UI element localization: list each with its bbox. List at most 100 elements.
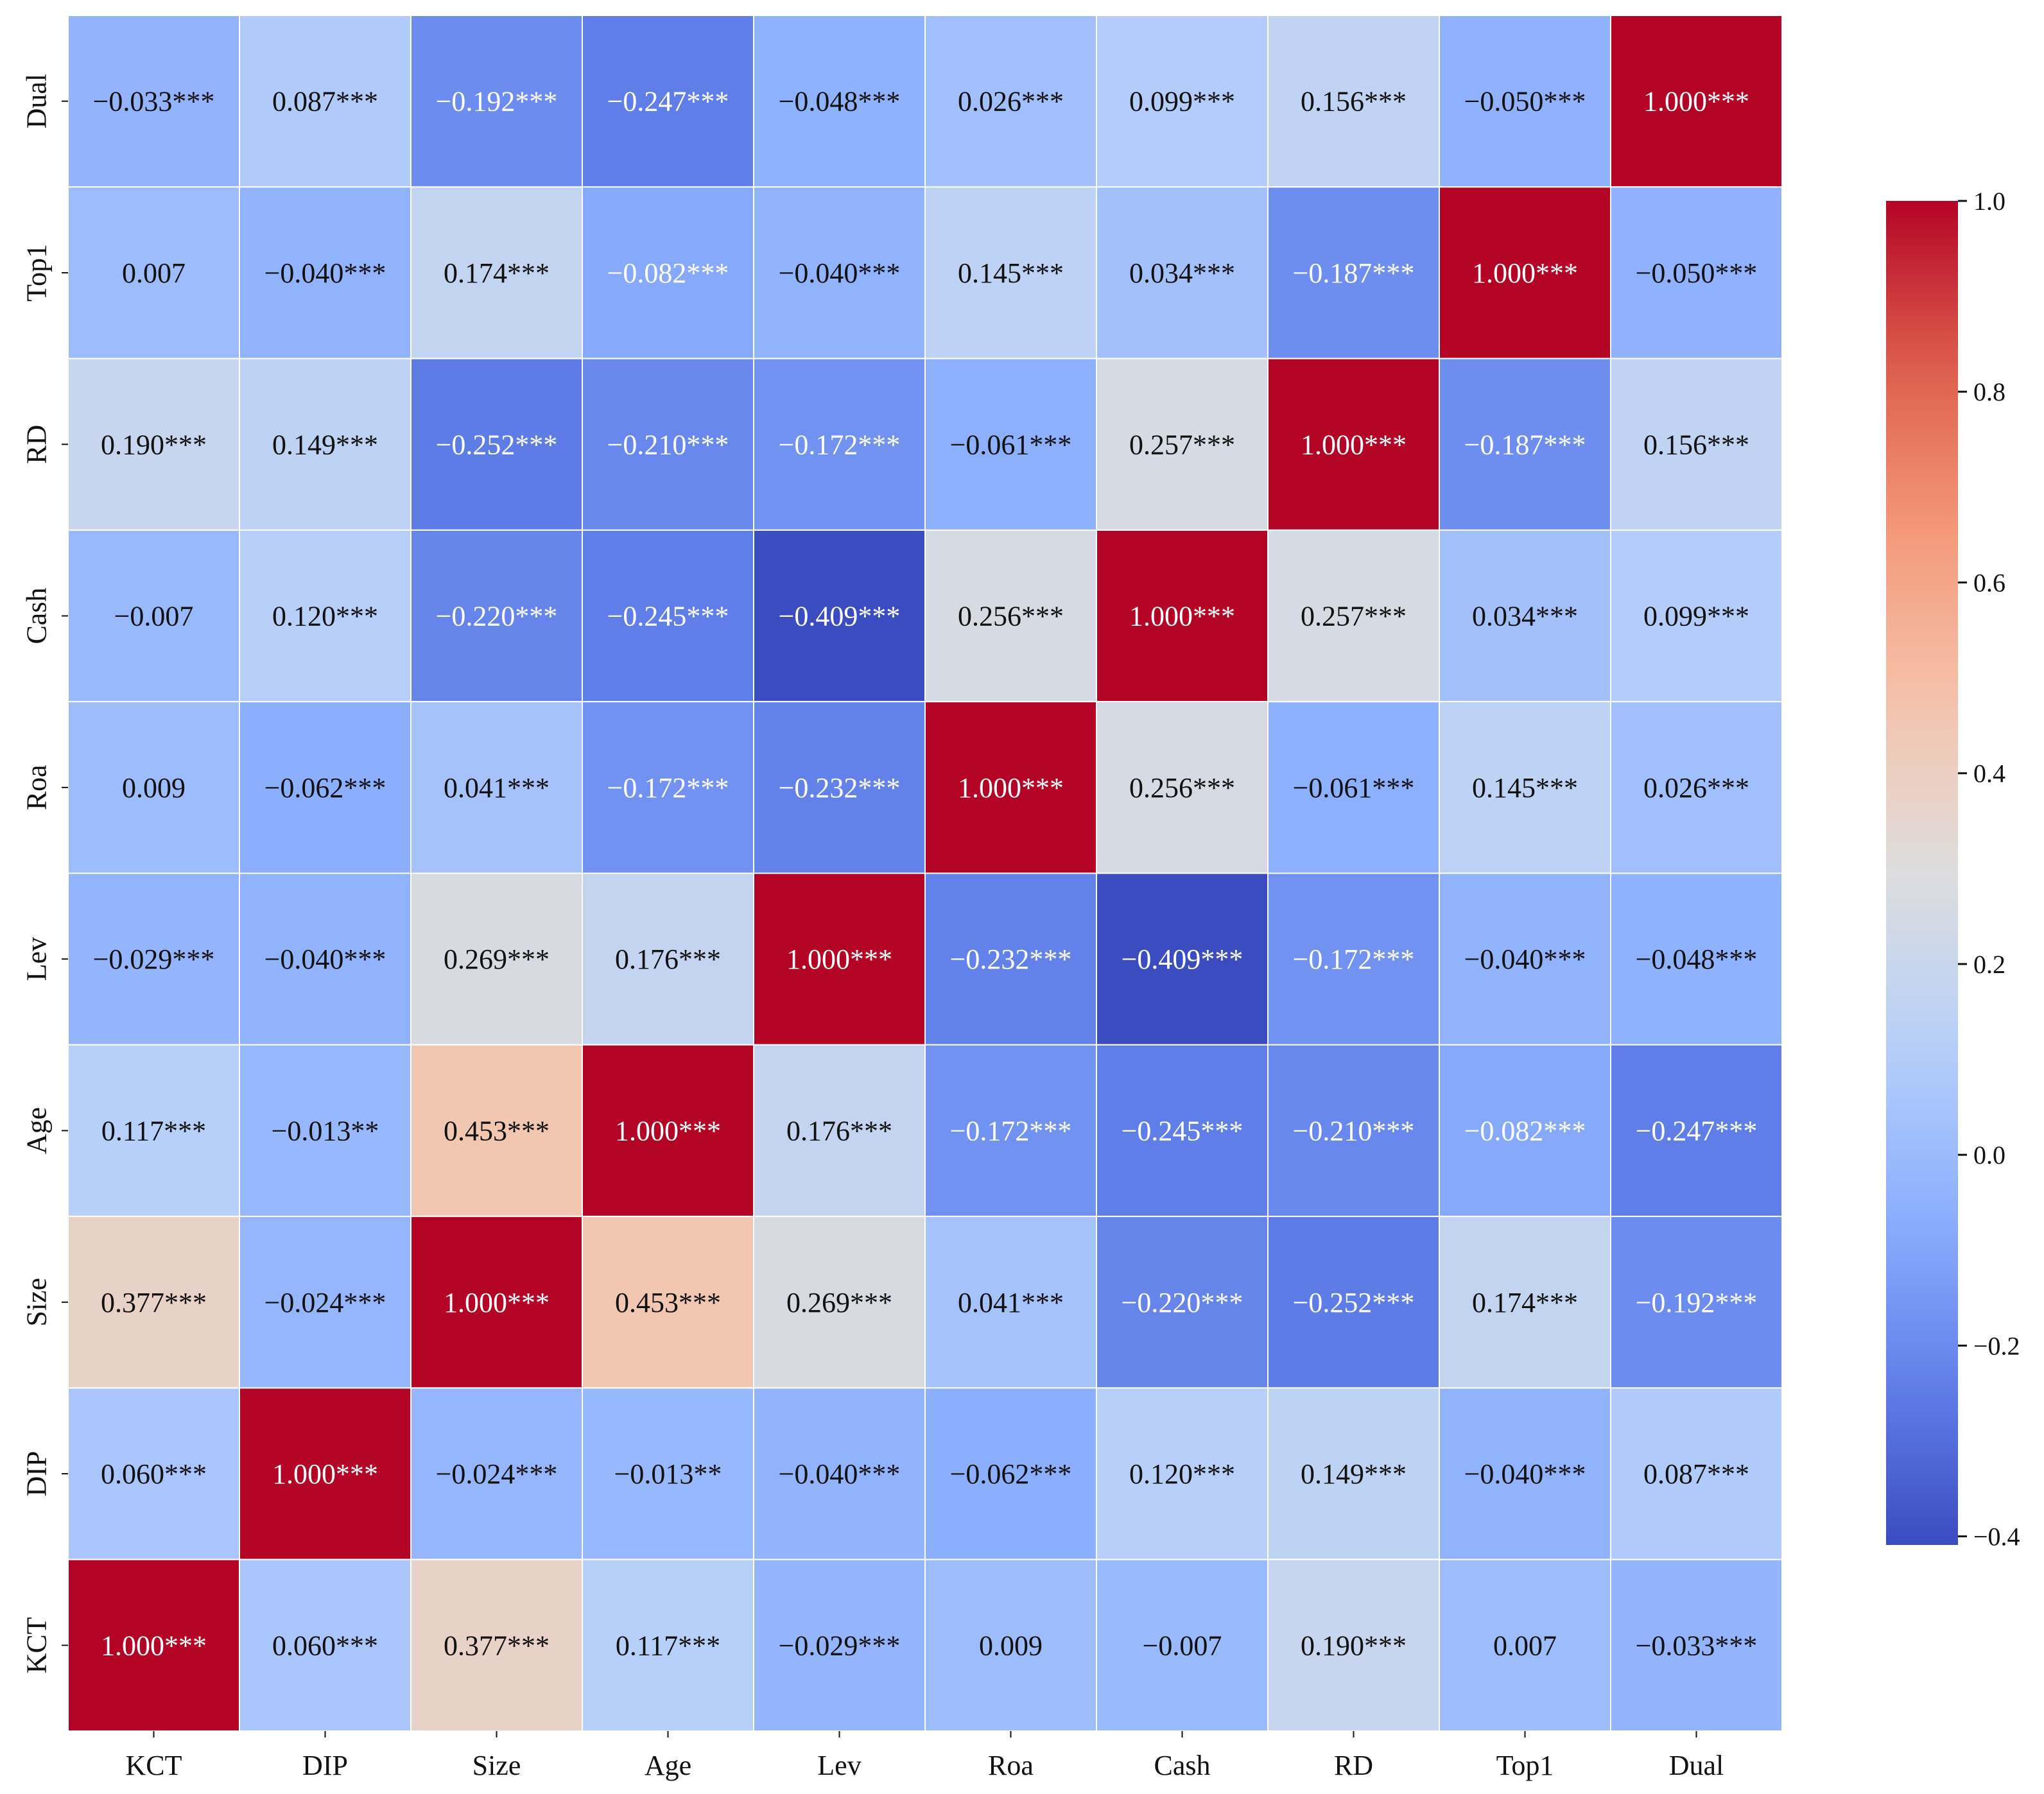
x-tick-label-Roa: Roa [988, 1750, 1034, 1781]
cell-label-Age-Dual: −0.247*** [1636, 1115, 1758, 1146]
cell-label-Size-Size: 1.000*** [444, 1287, 550, 1318]
heatmap-cell-RD-Cash [1096, 358, 1269, 531]
cell-label-Lev-Age: 0.176*** [615, 944, 721, 975]
heatmap-cell-DIP-Cash [1096, 1387, 1269, 1560]
heatmap-cell-Age-Cash [1096, 1044, 1269, 1218]
heatmap-cell-Dual-Dual [1610, 15, 1783, 188]
cell-label-Dual-RD: 0.156*** [1301, 86, 1407, 117]
colorbar-tick-label: 1.0 [1973, 187, 2005, 216]
heatmap-cell-Size-RD [1267, 1216, 1440, 1389]
heatmap-cell-Age-KCT [67, 1044, 240, 1218]
cell-label-RD-Lev: −0.172*** [779, 429, 901, 460]
heatmap-cell-Age-Roa [924, 1044, 1097, 1218]
cell-label-Cash-Lev: −0.409*** [779, 601, 901, 632]
y-tick-label-Age: Age [21, 1107, 52, 1154]
cell-label-Age-RD: −0.210*** [1293, 1115, 1415, 1146]
heatmap-cell-KCT-Dual [1610, 1558, 1783, 1732]
cell-label-RD-KCT: 0.190*** [101, 429, 207, 460]
heatmap-cell-DIP-Dual [1610, 1387, 1783, 1560]
cell-label-Roa-KCT: 0.009 [122, 772, 186, 804]
y-tick-label-Top1: Top1 [21, 244, 52, 302]
cell-label-Top1-Dual: −0.050*** [1636, 257, 1758, 289]
heatmap-cell-Size-KCT [67, 1216, 240, 1389]
heatmap-cell-Roa-Roa [924, 701, 1097, 874]
y-tick-label-RD: RD [21, 425, 52, 464]
cell-label-RD-Top1: −0.187*** [1464, 429, 1586, 460]
heatmap-cell-Roa-Cash [1096, 701, 1269, 874]
cell-label-Lev-Top1: −0.040*** [1464, 944, 1586, 975]
cell-label-Size-Age: 0.453*** [615, 1287, 721, 1318]
colorbar-tick-label: 0.0 [1973, 1141, 2005, 1169]
heatmap-cell-Cash-Dual [1610, 529, 1783, 703]
heatmap-cell-DIP-RD [1267, 1387, 1440, 1560]
heatmap-cell-Dual-Lev [753, 15, 926, 188]
cell-label-KCT-Dual: −0.033*** [1636, 1630, 1758, 1661]
heatmap-cell-Dual-DIP [239, 15, 411, 188]
cell-label-Lev-Lev: 1.000*** [786, 944, 892, 975]
heatmap-cell-DIP-Top1 [1439, 1387, 1611, 1560]
cell-label-Size-Cash: −0.220*** [1122, 1287, 1243, 1318]
x-axis-tick-labels: KCT DIP Size Age Lev Roa Cash RD Top1 Dual [126, 1731, 1724, 1781]
heatmap-cell-Top1-Cash [1096, 186, 1269, 359]
cell-label-DIP-Lev: −0.040*** [779, 1458, 901, 1490]
heatmap-cell-RD-Size [410, 358, 583, 531]
heatmap-cell-RD-Dual [1610, 358, 1783, 531]
cell-label-Dual-Top1: −0.050*** [1464, 86, 1586, 117]
heatmap-cell-Dual-RD [1267, 15, 1440, 188]
cell-label-Size-KCT: 0.377*** [101, 1287, 207, 1318]
heatmap-cell-KCT-DIP [239, 1558, 411, 1732]
cell-label-Cash-Age: −0.245*** [607, 601, 729, 632]
heatmap-cell-Lev-Lev [753, 872, 926, 1046]
heatmap-cell-DIP-Roa [924, 1387, 1097, 1560]
cell-label-Top1-DIP: −0.040*** [264, 257, 386, 289]
heatmap-cell-Cash-RD [1267, 529, 1440, 703]
cell-label-Roa-RD: −0.061*** [1293, 772, 1415, 804]
cell-label-KCT-Lev: −0.029*** [779, 1630, 901, 1661]
heatmap-cell-Dual-Roa [924, 15, 1097, 188]
cell-label-Top1-Lev: −0.040*** [779, 257, 901, 289]
heatmap-cell-Size-Lev [753, 1216, 926, 1389]
cell-label-KCT-Top1: 0.007 [1493, 1630, 1557, 1661]
heatmap-cell-Top1-Age [582, 186, 754, 359]
heatmap-cell-KCT-Top1 [1439, 1558, 1611, 1732]
heatmap-cell-Lev-Size [410, 872, 583, 1046]
heatmap-cell-DIP-Lev [753, 1387, 926, 1560]
cell-label-Lev-KCT: −0.029*** [93, 944, 215, 975]
cell-label-Roa-Dual: 0.026*** [1643, 772, 1749, 804]
cell-label-KCT-DIP: 0.060*** [272, 1630, 378, 1661]
x-tick-label-DIP: DIP [302, 1750, 348, 1781]
heatmap-cell-Lev-Top1 [1439, 872, 1611, 1046]
heatmap-cell-Cash-Lev [753, 529, 926, 703]
heatmap-cell-Roa-Lev [753, 701, 926, 874]
cell-label-Cash-Top1: 0.034*** [1472, 601, 1578, 632]
heatmap-cell-Age-RD [1267, 1044, 1440, 1218]
cell-label-Size-Dual: −0.192*** [1636, 1287, 1758, 1318]
cell-label-Top1-Top1: 1.000*** [1472, 257, 1578, 289]
cell-label-Size-Top1: 0.174*** [1472, 1287, 1578, 1318]
heatmap-cell-RD-KCT [67, 358, 240, 531]
heatmap-cell-DIP-DIP [239, 1387, 411, 1560]
cell-label-Age-Cash: −0.245*** [1122, 1115, 1243, 1146]
cell-label-Dual-Lev: −0.048*** [779, 86, 901, 117]
y-tick-label-Dual: Dual [21, 74, 52, 129]
cell-label-Roa-DIP: −0.062*** [264, 772, 386, 804]
cell-label-Top1-Size: 0.174*** [444, 257, 550, 289]
cell-label-Dual-Roa: 0.026*** [958, 86, 1064, 117]
cell-label-RD-Dual: 0.156*** [1643, 429, 1749, 460]
cell-label-DIP-KCT: 0.060*** [101, 1458, 207, 1490]
colorbar-tick-label: −0.2 [1973, 1331, 2020, 1360]
colorbar-tick-label: 0.2 [1973, 950, 2005, 979]
cell-label-Roa-Size: 0.041*** [444, 772, 550, 804]
cell-label-Size-Lev: 0.269*** [786, 1287, 892, 1318]
cell-label-Roa-Age: −0.172*** [607, 772, 729, 804]
colorbar-tick-label: −0.4 [1973, 1522, 2020, 1551]
cell-label-Roa-Top1: 0.145*** [1472, 772, 1578, 804]
heatmap-cell-RD-Lev [753, 358, 926, 531]
heatmap-cell-Roa-RD [1267, 701, 1440, 874]
cell-label-Lev-Dual: −0.048*** [1636, 944, 1758, 975]
cell-label-DIP-Size: −0.024*** [436, 1458, 558, 1490]
heatmap-cell-Top1-Lev [753, 186, 926, 359]
cell-label-KCT-RD: 0.190*** [1301, 1630, 1407, 1661]
heatmap-cell-Top1-Size [410, 186, 583, 359]
